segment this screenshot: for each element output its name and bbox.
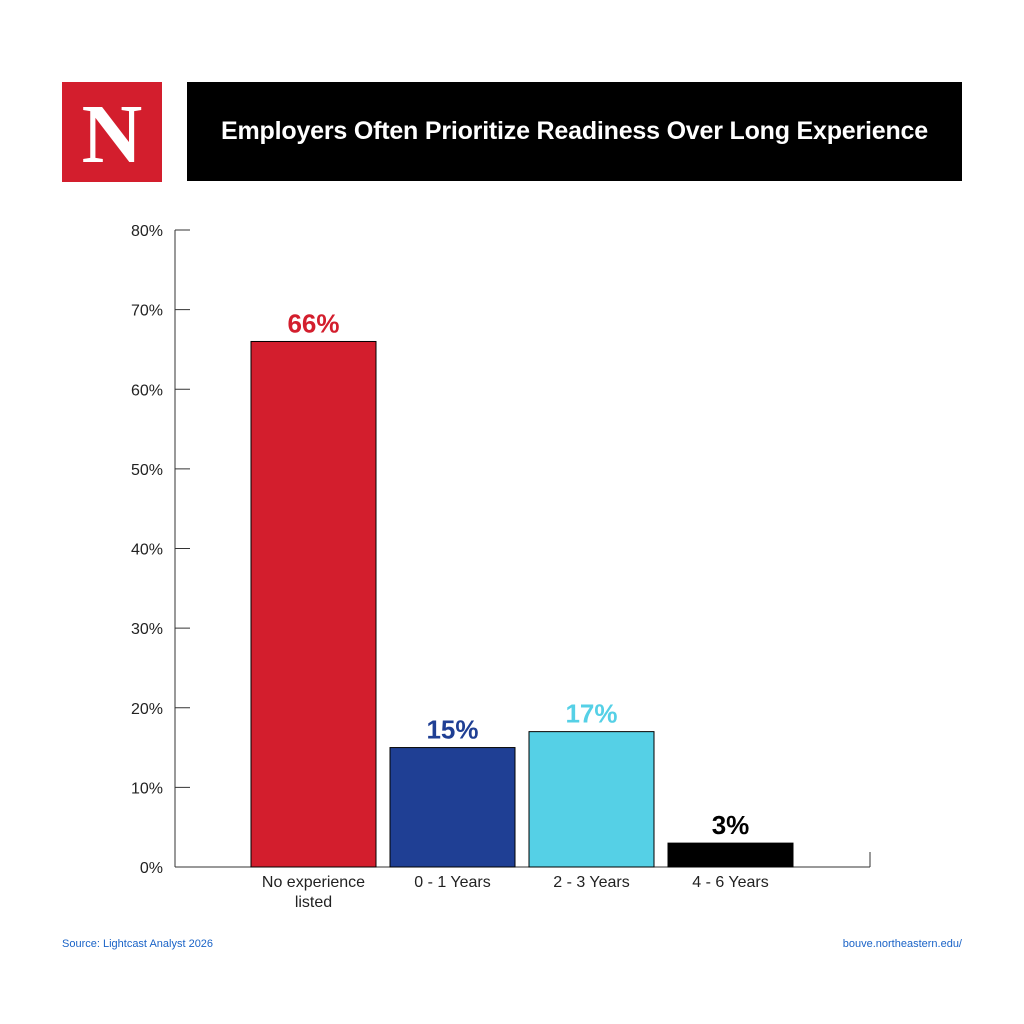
y-tick-label: 0%: [140, 860, 163, 877]
chart-title: Employers Often Prioritize Readiness Ove…: [221, 117, 928, 145]
y-tick-label: 80%: [131, 223, 163, 240]
source-note: Source: Lightcast Analyst 2026: [62, 938, 214, 950]
y-tick-label: 30%: [131, 621, 163, 638]
data-label: 66%: [287, 308, 339, 338]
y-tick-label: 40%: [131, 542, 163, 559]
bar: [250, 340, 377, 868]
logo-mark: N: [82, 88, 143, 181]
y-tick-label: 10%: [131, 780, 163, 797]
bar: [389, 747, 516, 868]
bar: [528, 731, 655, 868]
y-tick-label: 50%: [131, 462, 163, 479]
x-tick-label: listed: [295, 894, 332, 911]
y-tick-label: 60%: [131, 382, 163, 399]
y-tick-label: 20%: [131, 701, 163, 718]
northeastern-logo: N: [62, 82, 162, 182]
logo-letter: N: [82, 88, 143, 181]
footer-url[interactable]: bouve.northeastern.edu/: [842, 938, 962, 950]
data-label: 15%: [426, 715, 478, 745]
x-tick-label: 4 - 6 Years: [692, 874, 769, 891]
x-tick-label: 0 - 1 Years: [414, 874, 491, 891]
data-label: 3%: [712, 810, 750, 840]
bar: [667, 842, 794, 868]
y-tick-label: 70%: [131, 303, 163, 320]
x-tick-label: 2 - 3 Years: [553, 874, 630, 891]
title-bar: Employers Often Prioritize Readiness Ove…: [187, 82, 962, 181]
data-label: 17%: [565, 699, 617, 729]
x-tick-label: No experience: [262, 874, 365, 891]
